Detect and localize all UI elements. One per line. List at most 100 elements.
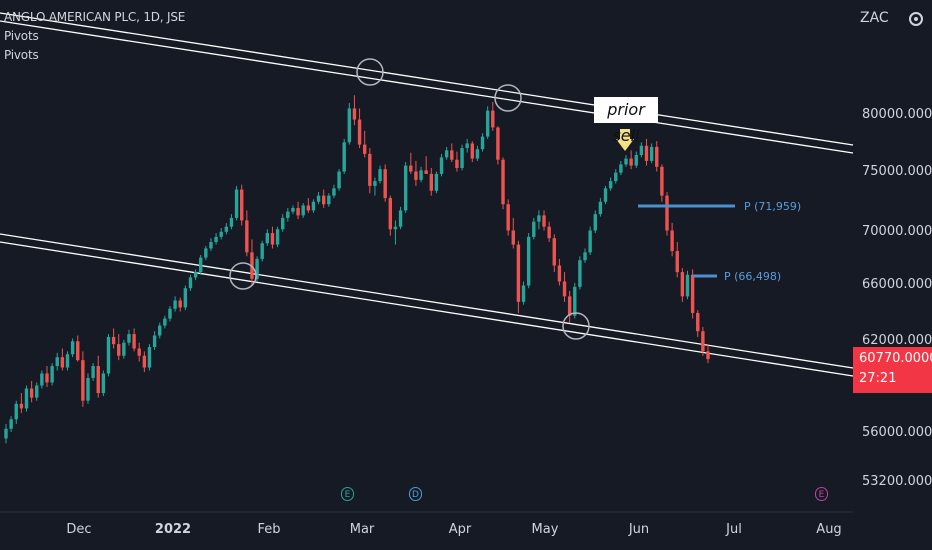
candle[interactable]	[706, 351, 710, 360]
candle[interactable]	[501, 159, 505, 205]
candle[interactable]	[537, 215, 541, 222]
candle[interactable]	[588, 230, 592, 253]
currency-label[interactable]: ZAC	[860, 10, 889, 26]
candle[interactable]	[593, 214, 597, 231]
candle[interactable]	[701, 331, 705, 352]
candle[interactable]	[188, 277, 193, 289]
candle[interactable]	[573, 286, 577, 316]
candle[interactable]	[137, 348, 141, 356]
candle[interactable]	[270, 233, 275, 245]
candle[interactable]	[142, 355, 147, 368]
candle[interactable]	[219, 231, 223, 237]
candle[interactable]	[91, 366, 95, 378]
candle[interactable]	[475, 149, 480, 159]
candle[interactable]	[368, 153, 372, 186]
candle[interactable]	[111, 336, 116, 345]
touch-circle[interactable]	[229, 262, 257, 290]
candle[interactable]	[327, 195, 331, 205]
touch-circle[interactable]	[356, 58, 384, 86]
candle[interactable]	[234, 189, 239, 218]
candle[interactable]	[655, 146, 659, 167]
candle[interactable]	[40, 373, 44, 386]
candle[interactable]	[240, 189, 244, 221]
candle[interactable]	[14, 403, 18, 420]
candle[interactable]	[286, 211, 290, 218]
candle[interactable]	[660, 166, 664, 196]
candle[interactable]	[45, 373, 49, 383]
candle[interactable]	[168, 308, 172, 319]
candle[interactable]	[35, 385, 39, 398]
candle[interactable]	[70, 341, 75, 355]
candle[interactable]	[470, 143, 474, 159]
candle[interactable]	[362, 144, 367, 154]
candle[interactable]	[429, 173, 433, 191]
candle[interactable]	[101, 373, 106, 394]
candle[interactable]	[81, 360, 85, 401]
candle[interactable]	[127, 334, 131, 343]
candle[interactable]	[496, 127, 500, 160]
candle[interactable]	[4, 428, 8, 439]
candle[interactable]	[275, 229, 280, 245]
candle[interactable]	[491, 110, 495, 128]
candle[interactable]	[199, 257, 203, 273]
candle[interactable]	[388, 198, 393, 230]
candle[interactable]	[229, 217, 234, 227]
candle[interactable]	[163, 318, 167, 326]
touch-circle[interactable]	[494, 84, 522, 112]
indicator-label[interactable]: Pivots	[4, 29, 39, 43]
candle[interactable]	[624, 158, 628, 165]
candle[interactable]	[378, 169, 382, 182]
indicator-label[interactable]: Pivots	[4, 48, 39, 62]
candle[interactable]	[460, 148, 464, 168]
candle[interactable]	[255, 258, 259, 279]
candle[interactable]	[424, 170, 428, 174]
candle[interactable]	[552, 238, 556, 266]
candle[interactable]	[291, 207, 295, 212]
candle[interactable]	[178, 300, 182, 308]
candle[interactable]	[419, 170, 423, 180]
candle[interactable]	[260, 243, 264, 259]
candle[interactable]	[506, 204, 510, 231]
lower-channel-line-1[interactable]	[0, 233, 854, 369]
candle[interactable]	[465, 143, 469, 149]
candle[interactable]	[511, 230, 515, 245]
candle[interactable]	[696, 312, 700, 332]
candle[interactable]	[680, 272, 685, 297]
candle[interactable]	[393, 226, 398, 230]
lower-channel-line-2[interactable]	[0, 241, 854, 377]
candle[interactable]	[321, 195, 326, 205]
candle[interactable]	[29, 388, 34, 398]
candle[interactable]	[557, 265, 562, 282]
candle[interactable]	[439, 157, 444, 174]
candle[interactable]	[526, 236, 531, 286]
candle[interactable]	[373, 181, 377, 186]
candle[interactable]	[24, 388, 29, 409]
candle[interactable]	[19, 403, 24, 409]
candle[interactable]	[158, 325, 162, 336]
candle[interactable]	[562, 281, 567, 297]
candle[interactable]	[337, 171, 341, 189]
candle[interactable]	[649, 146, 654, 161]
settings-icon[interactable]	[909, 12, 923, 26]
candle[interactable]	[480, 136, 485, 150]
earnings-event-icon[interactable]: E	[341, 487, 354, 501]
candle[interactable]	[450, 150, 454, 160]
candle[interactable]	[122, 342, 126, 356]
candle[interactable]	[670, 230, 674, 252]
candle[interactable]	[86, 377, 90, 401]
candle[interactable]	[383, 169, 387, 199]
candle[interactable]	[342, 142, 346, 172]
upper-channel-line-2[interactable]	[0, 20, 854, 154]
candle[interactable]	[434, 173, 439, 191]
candle[interactable]	[245, 220, 249, 253]
candle[interactable]	[347, 108, 352, 143]
candle[interactable]	[224, 226, 229, 232]
candle[interactable]	[76, 341, 80, 361]
candle[interactable]	[665, 195, 669, 231]
candle[interactable]	[455, 159, 459, 168]
upper-channel-line-1[interactable]	[0, 12, 854, 146]
touch-circle[interactable]	[562, 312, 590, 340]
arrow-down-icon[interactable]	[616, 129, 634, 151]
candle[interactable]	[296, 207, 300, 216]
